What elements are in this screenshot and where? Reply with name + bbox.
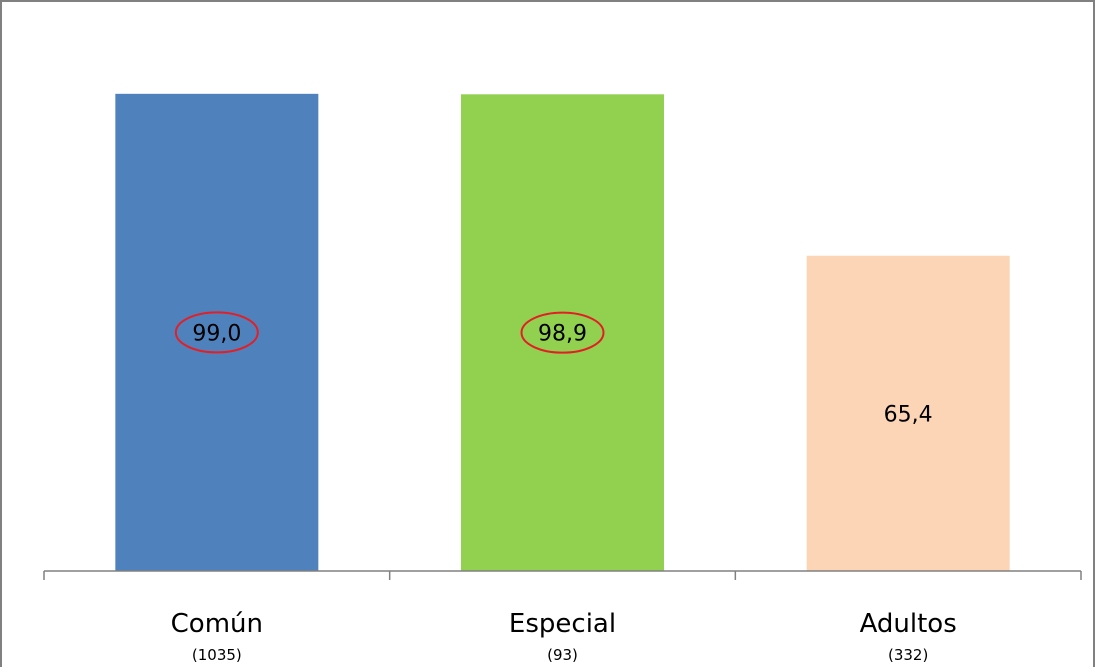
highlight-circle <box>520 311 605 354</box>
bar-comun <box>115 93 319 571</box>
x-tick-label-especial: Especial <box>509 609 616 639</box>
bar-especial <box>461 94 664 571</box>
sample-size-label-comun: (1035) <box>192 646 242 664</box>
x-tick-label-comun: Común <box>171 609 263 639</box>
bars-layer <box>115 93 1010 571</box>
highlight-circle <box>174 311 259 354</box>
data-label-especial: 98,9 <box>538 322 587 347</box>
sample-size-label-especial: (93) <box>547 646 578 664</box>
labels-layer: 99,0 Común (1035) 98,9 Especial (93) 65,4 Adult… <box>171 311 957 664</box>
data-label-adultos: 65,4 <box>884 402 933 427</box>
bar-adultos <box>806 255 1010 571</box>
data-label-comun: 99,0 <box>192 321 241 346</box>
x-tick-label-adultos: Adultos <box>860 609 957 639</box>
sample-size-label-adultos: (332) <box>888 646 928 664</box>
x-axis <box>43 570 1082 580</box>
